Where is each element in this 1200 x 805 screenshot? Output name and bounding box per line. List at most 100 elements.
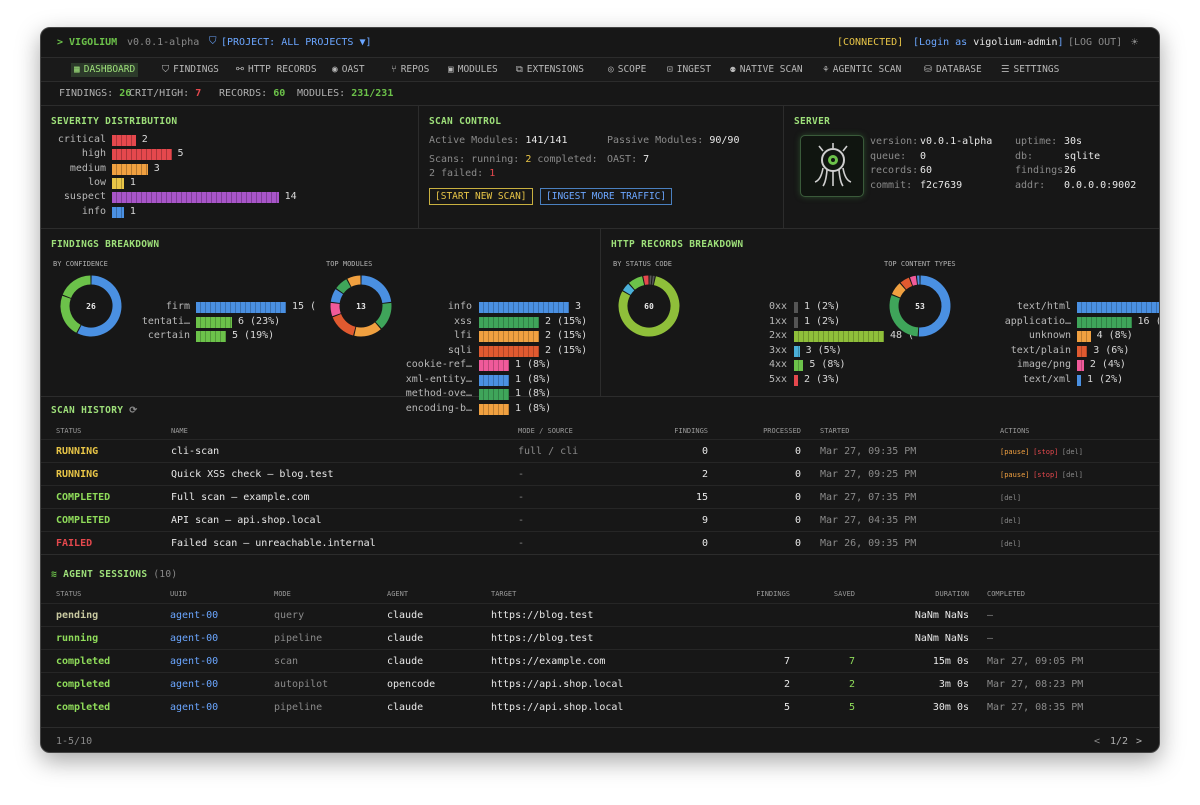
history-action-del[interactable]: [del] <box>1000 517 1022 525</box>
sun-icon[interactable]: ☀ <box>1131 35 1139 49</box>
history-findings: 9 <box>701 515 708 526</box>
agent-row[interactable]: completed agent-00 scan claude https://examp… <box>41 649 1159 672</box>
confidence-donut: 26 <box>60 275 122 337</box>
nav-agentic-scan[interactable]: ⚘ AGENTIC SCAN <box>820 63 904 77</box>
server-title: SERVER <box>794 116 831 127</box>
server-key-version: version: <box>870 136 919 147</box>
history-row[interactable]: RUNNING cli-scan full / cli 0 0 Mar 27, 09:35… <box>41 439 1159 462</box>
nav-scope[interactable]: ◎ SCOPE <box>605 63 649 77</box>
agent-status: completed <box>56 679 111 690</box>
history-status: FAILED <box>56 538 93 549</box>
agent-header-completed: COMPLETED <box>987 590 1025 598</box>
scan-history-title: SCAN HISTORY ⟳ <box>51 405 138 416</box>
module-value-method-ove: 1 (8%) <box>515 388 552 399</box>
modules-donut-total: 13 <box>356 302 366 311</box>
modules-donut-slice-method-ove <box>336 279 351 294</box>
history-name: cli-scan <box>171 446 220 457</box>
nav-ingest[interactable]: ⊡ INGEST <box>664 63 714 77</box>
server-value-db: sqlite <box>1064 150 1101 162</box>
history-row[interactable]: FAILED Failed scan — unreachable.internal… <box>41 531 1159 554</box>
scan-control-title: SCAN CONTROL <box>429 116 502 127</box>
confidence-bar-certain <box>196 331 226 342</box>
history-action-pause[interactable]: [pause] <box>1000 448 1030 456</box>
history-action-del[interactable]: [del] <box>1000 540 1022 548</box>
server-key-findings: findings: <box>1015 165 1070 176</box>
agent-uuid[interactable]: agent-00 <box>170 633 219 644</box>
status-donut-slice-2xx <box>618 276 680 337</box>
project-selector[interactable]: [PROJECT: ALL PROJECTS ▼] <box>221 37 372 48</box>
next-page-button[interactable]: > <box>1136 736 1143 747</box>
agent-uuid[interactable]: agent-00 <box>170 679 219 690</box>
agent-row[interactable]: completed agent-00 pipeline claude https://a… <box>41 695 1159 718</box>
status-label-4xx: 4xx <box>768 359 787 370</box>
status-bar-3xx <box>794 345 800 357</box>
nav-oast[interactable]: ◉ OAST <box>329 63 368 77</box>
agent-uuid[interactable]: agent-00 <box>170 610 219 621</box>
agent-status: running <box>56 633 99 644</box>
history-row[interactable]: RUNNING Quick XSS check — blog.test - 2 0 Mar… <box>41 462 1159 485</box>
history-row[interactable]: COMPLETED API scan — api.shop.local - 9 0 Mar… <box>41 508 1159 531</box>
scan-control-panel: SCAN CONTROL Active Modules: 141/141 Pas… <box>419 106 784 229</box>
severity-bar-critical <box>112 135 136 146</box>
nav-database[interactable]: ⛁ DATABASE <box>921 63 985 77</box>
history-findings: 2 <box>701 469 708 480</box>
module-label-lfi: lfi <box>453 330 472 341</box>
server-key-commit: commit: <box>870 179 913 191</box>
agent-row[interactable]: completed agent-00 autopilot opencode https:… <box>41 672 1159 695</box>
nav-settings[interactable]: ☰ SETTINGS <box>998 63 1062 77</box>
history-findings: 15 <box>695 492 708 503</box>
nav-icon-settings: ☰ <box>1001 64 1010 75</box>
history-action-del[interactable]: [del] <box>1000 494 1022 502</box>
severity-label-critical: critical <box>57 134 106 145</box>
start-new-scan-button[interactable]: [START NEW SCAN] <box>429 188 533 205</box>
history-action-stop[interactable]: [stop] <box>1033 448 1059 456</box>
nav-http-records[interactable]: ⚯ HTTP RECORDS <box>233 63 320 77</box>
content-type-bar-text-xml <box>1077 374 1081 386</box>
agent-target: https://blog.test <box>491 633 594 644</box>
status-donut-slice-4xx <box>629 276 645 290</box>
ingest-traffic-button[interactable]: [INGEST MORE TRAFFIC] <box>540 188 673 205</box>
history-findings: 0 <box>701 446 708 457</box>
app-window: > VIGOLIUM v0.0.1-alpha ⛉ [PROJECT: ALL … <box>40 27 1160 753</box>
nav-findings[interactable]: ⛉ FINDINGS <box>159 63 222 77</box>
agent-agent: claude <box>387 656 424 667</box>
history-mode: - <box>518 492 525 503</box>
agent-findings: 5 <box>783 702 790 713</box>
module-bar-method-ove <box>479 389 509 400</box>
severity-value-info: 1 <box>129 205 136 217</box>
nav-native-scan[interactable]: ⚉ NATIVE SCAN <box>727 63 806 77</box>
agent-uuid[interactable]: agent-00 <box>170 656 219 667</box>
module-label-xml-entity: xml-entity… <box>405 373 472 385</box>
modules-donut-slice-xml-entity <box>330 289 344 304</box>
history-action-del[interactable]: [del] <box>1061 471 1083 479</box>
agent-row[interactable]: pending agent-00 query claude https://blog.t… <box>41 603 1159 626</box>
history-findings: 0 <box>701 538 708 549</box>
agent-uuid[interactable]: agent-00 <box>170 702 219 713</box>
agent-header-saved: SAVED <box>833 590 855 598</box>
history-action-del[interactable]: [del] <box>1061 448 1083 456</box>
nav-extensions[interactable]: ⧉ EXTENSIONS <box>513 63 587 77</box>
module-bar-info <box>479 302 569 313</box>
nav-dashboard[interactable]: ▦ DASHBOARD <box>71 63 139 77</box>
http-breakdown-panel: HTTP RECORDS BREAKDOWN BY STATUS CODE TO… <box>601 229 1159 397</box>
history-header-started: STARTED <box>820 427 850 435</box>
history-row[interactable]: COMPLETED Full scan — example.com - 15 0 Mar … <box>41 485 1159 508</box>
nav-repos[interactable]: ⑂ REPOS <box>388 63 432 77</box>
prev-page-button[interactable]: < <box>1094 736 1101 747</box>
agent-completed: — <box>987 610 994 621</box>
refresh-icon[interactable]: ⟳ <box>129 405 138 416</box>
history-processed: 0 <box>794 538 801 549</box>
nav-icon-agentic-scan: ⚘ <box>823 64 829 75</box>
history-action-stop[interactable]: [stop] <box>1033 471 1059 479</box>
content-donut-slice-text-plain <box>900 277 913 290</box>
logout-button[interactable]: [LOG OUT] <box>1068 37 1123 48</box>
agent-target: https://blog.test <box>491 610 594 621</box>
nav-icon-findings: ⛉ <box>162 64 170 75</box>
history-action-pause[interactable]: [pause] <box>1000 471 1030 479</box>
agent-completed: — <box>987 633 994 644</box>
active-modules: Active Modules: 141/141 <box>429 135 568 146</box>
nav-modules[interactable]: ▣ MODULES <box>445 63 501 77</box>
agent-row[interactable]: running agent-00 pipeline claude https://blo… <box>41 626 1159 649</box>
history-name: Failed scan — unreachable.internal <box>171 538 376 549</box>
content-types-label: TOP CONTENT TYPES <box>884 260 956 268</box>
